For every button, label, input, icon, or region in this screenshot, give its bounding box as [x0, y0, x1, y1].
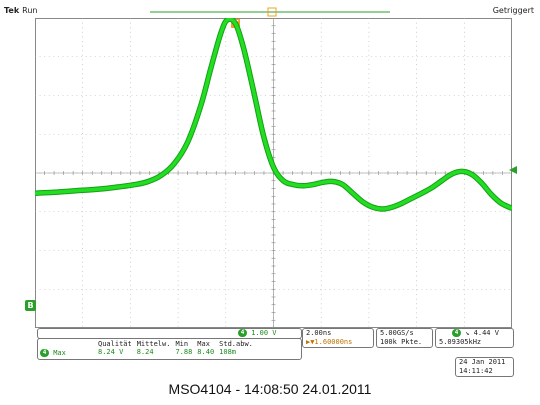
- time: 14:11:42: [459, 367, 493, 375]
- meas-value: 108m: [219, 348, 237, 356]
- trigger-source-badge: 4: [452, 329, 461, 337]
- waveform-line: [35, 18, 512, 211]
- sample-rate: 5.00GS/s: [380, 329, 414, 337]
- oscilloscope-graticule[interactable]: [35, 18, 512, 328]
- date-time-readout: 24 Jan 2011 14:11:42: [455, 357, 514, 377]
- meas-type: Max: [53, 349, 66, 357]
- meas-value: 8.24 V: [98, 348, 124, 356]
- image-caption: MSO4104 - 14:08:50 24.01.2011: [168, 381, 372, 397]
- record-length: 100k Pkte.: [380, 338, 423, 346]
- measurement-panel[interactable]: Qualität Mittelw. Min Max Std.abw. 8.24 …: [37, 338, 302, 360]
- meas-header: Std.abw.: [219, 340, 253, 348]
- brand-label: Tek: [4, 6, 20, 15]
- meas-header: Mittelw.: [136, 340, 171, 348]
- top-status-bar: Tek Run Getriggert: [0, 0, 540, 20]
- meas-channel-badge: 4: [40, 349, 49, 357]
- horizontal-delay: ▶▼1.60000ns: [306, 338, 353, 346]
- trigger-frequency: 5.09305kHz: [439, 338, 482, 346]
- trigger-level-arrow[interactable]: [509, 166, 517, 174]
- meas-source: 4 Max: [40, 349, 66, 358]
- brand-run-status: Tek Run: [4, 6, 37, 15]
- trigger-state: Getriggert: [492, 6, 534, 15]
- timebase-readout[interactable]: 2.00ns ▶▼1.60000ns: [302, 328, 374, 348]
- date: 24 Jan 2011: [459, 358, 506, 366]
- meas-header: Max: [197, 340, 210, 348]
- acquisition-readout[interactable]: 5.00GS/s 100k Pkte.: [376, 328, 433, 348]
- measurement-table: Qualität Mittelw. Min Max Std.abw. 8.24 …: [98, 340, 258, 356]
- record-position-bar[interactable]: [150, 7, 390, 17]
- trigger-level: 4.44 V: [473, 329, 499, 337]
- meas-value: 8.24: [136, 348, 154, 356]
- time-per-div: 2.00ns: [306, 329, 332, 337]
- channel-volts-per-div: 1.00 V: [251, 329, 277, 337]
- waveform-trace: [35, 18, 512, 212]
- trigger-slope-icon: ↘: [465, 329, 470, 337]
- channel-ground-marker[interactable]: B: [25, 300, 36, 311]
- trigger-readout[interactable]: 4 ↘ 4.44 V 5.09305kHz: [435, 328, 514, 348]
- run-state: Run: [22, 6, 38, 15]
- meas-header: Qualität: [98, 340, 132, 348]
- channel-badge: 4: [238, 329, 247, 337]
- meas-value: 8.40: [197, 348, 215, 356]
- meas-header: Min: [175, 340, 189, 348]
- record-window-marker: [267, 7, 277, 17]
- meas-value: 7.88: [175, 348, 193, 356]
